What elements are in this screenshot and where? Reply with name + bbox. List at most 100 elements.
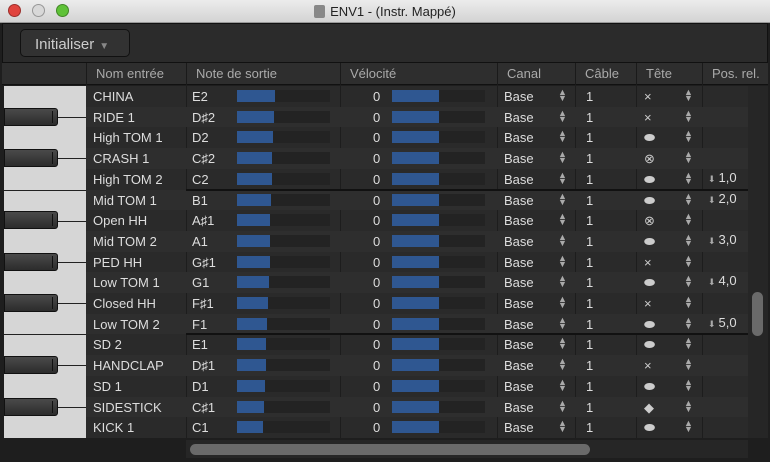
velocity-bar[interactable] [392,152,485,165]
close-button[interactable] [8,4,21,17]
velocity-value[interactable]: 0 [373,89,381,104]
table-row[interactable]: SIDESTICK C♯1 0 Base ▲ ▼ 1 ◆ ▲ ▼ [86,396,748,418]
note-bar[interactable] [237,317,330,330]
table-row[interactable]: High TOM 1 D2 0 Base ▲ ▼ 1 ⬬ ▲ ▼ [86,127,748,148]
normal-head-icon[interactable]: ⬬ [644,378,656,394]
output-note[interactable]: C♯2 [192,151,216,167]
velocity-value[interactable]: 0 [373,109,381,125]
head-stepper-icon[interactable]: ▲ ▼ [684,149,693,166]
note-bar[interactable] [237,214,330,227]
channel-stepper-icon[interactable]: ▲ ▼ [558,397,567,414]
channel-value[interactable]: Base [504,358,534,374]
output-note[interactable]: G♯1 [192,254,216,270]
table-row[interactable]: RIDE 1 D♯2 0 Base ▲ ▼ 1 × ▲ ▼ [86,106,748,128]
channel-stepper-icon[interactable]: ▲ ▼ [558,107,567,124]
channel-stepper-icon[interactable]: ▲ ▼ [558,87,567,103]
x-head-icon[interactable]: × [644,254,652,270]
column-header-tete[interactable]: Tête [636,63,702,85]
vertical-scrollbar[interactable] [748,86,768,438]
head-stepper-icon[interactable]: ▲ ▼ [684,376,693,393]
diamond-head-icon[interactable]: ◆ [644,399,654,415]
normal-head-icon[interactable]: ⬬ [644,275,656,291]
normal-head-icon[interactable]: ⬬ [644,130,656,146]
channel-stepper-icon[interactable]: ▲ ▼ [558,418,567,435]
table-row[interactable]: Open HH A♯1 0 Base ▲ ▼ 1 ⊗ ▲ ▼ [86,210,748,231]
cable-value[interactable]: 1 [586,399,594,415]
channel-stepper-icon[interactable]: ▲ ▼ [558,335,567,352]
output-note[interactable]: B1 [192,192,208,208]
normal-head-icon[interactable]: ⬬ [644,337,656,353]
output-note[interactable]: A1 [192,233,208,249]
x-head-icon[interactable]: × [644,358,652,374]
note-bar[interactable] [237,110,330,123]
x-head-icon[interactable]: × [644,296,652,311]
output-note[interactable]: C1 [192,420,209,436]
note-bar[interactable] [237,90,330,102]
channel-stepper-icon[interactable]: ▲ ▼ [558,252,567,269]
black-key[interactable] [4,252,58,271]
channel-value[interactable]: Base [504,275,534,291]
velocity-value[interactable]: 0 [373,420,381,436]
cable-value[interactable]: 1 [586,337,594,353]
channel-value[interactable]: Base [504,109,534,125]
channel-value[interactable]: Base [504,316,534,332]
head-stepper-icon[interactable]: ▲ ▼ [684,211,693,228]
black-key[interactable] [4,356,58,375]
channel-value[interactable]: Base [504,89,534,104]
channel-value[interactable]: Base [504,337,534,353]
velocity-value[interactable]: 0 [373,358,381,374]
table-row[interactable]: High TOM 2 C2 0 Base ▲ ▼ 1 ⬬ ▲ ▼ ⬇ 1,0 [86,169,748,190]
table-row[interactable]: CRASH 1 C♯2 0 Base ▲ ▼ 1 ⊗ ▲ ▼ [86,148,748,169]
velocity-value[interactable]: 0 [373,378,381,394]
channel-value[interactable]: Base [504,254,534,270]
piano-keyboard[interactable] [4,86,86,438]
note-bar[interactable] [237,131,330,144]
column-header-nom-entree[interactable]: Nom entrée [86,63,186,85]
channel-value[interactable]: Base [504,151,534,167]
output-note[interactable]: D♯2 [192,109,216,125]
output-note[interactable]: D2 [192,130,209,146]
table-row[interactable]: Low TOM 2 F1 0 Base ▲ ▼ 1 ⬬ ▲ ▼ ⬇ 5,0 [86,313,748,335]
table-row[interactable]: KICK 1 C1 0 Base ▲ ▼ 1 ⬬ ▲ ▼ [86,417,748,438]
output-note[interactable]: G1 [192,275,210,291]
channel-stepper-icon[interactable]: ▲ ▼ [558,149,567,166]
velocity-bar[interactable] [392,421,485,434]
note-bar[interactable] [237,193,330,206]
cable-value[interactable]: 1 [586,109,594,125]
channel-stepper-icon[interactable]: ▲ ▼ [558,128,567,145]
head-stepper-icon[interactable]: ▲ ▼ [684,418,693,435]
channel-value[interactable]: Base [504,399,534,415]
velocity-value[interactable]: 0 [373,151,381,167]
black-key[interactable] [4,397,58,416]
velocity-bar[interactable] [392,234,485,247]
zoom-button[interactable] [56,4,69,17]
head-stepper-icon[interactable]: ▲ ▼ [684,356,693,373]
black-key[interactable] [4,211,58,230]
table-row[interactable]: SD 1 D1 0 Base ▲ ▼ 1 ⬬ ▲ ▼ [86,376,748,397]
cable-value[interactable]: 1 [586,316,594,332]
velocity-bar[interactable] [392,255,485,268]
channel-stepper-icon[interactable]: ▲ ▼ [558,169,567,186]
output-note[interactable]: F♯1 [192,296,214,311]
cable-value[interactable]: 1 [586,254,594,270]
relative-position[interactable]: ⬇ 4,0 [708,273,737,288]
horizontal-scrollbar[interactable] [186,440,748,458]
head-stepper-icon[interactable]: ▲ ▼ [684,397,693,414]
output-note[interactable]: F1 [192,316,208,332]
cable-value[interactable]: 1 [586,89,594,104]
velocity-bar[interactable] [392,131,485,144]
head-stepper-icon[interactable]: ▲ ▼ [684,252,693,269]
column-header-pos-rel[interactable]: Pos. rel. [702,63,768,85]
velocity-value[interactable]: 0 [373,316,381,332]
channel-value[interactable]: Base [504,378,534,394]
channel-stepper-icon[interactable]: ▲ ▼ [558,376,567,393]
velocity-bar[interactable] [392,172,485,185]
channel-value[interactable]: Base [504,130,534,146]
note-bar[interactable] [237,338,330,351]
output-note[interactable]: C♯1 [192,399,216,415]
channel-stepper-icon[interactable]: ▲ ▼ [558,231,567,248]
cable-value[interactable]: 1 [586,358,594,374]
head-stepper-icon[interactable]: ▲ ▼ [684,190,693,207]
circle-x-head-icon[interactable]: ⊗ [644,213,655,229]
head-stepper-icon[interactable]: ▲ ▼ [684,87,693,103]
